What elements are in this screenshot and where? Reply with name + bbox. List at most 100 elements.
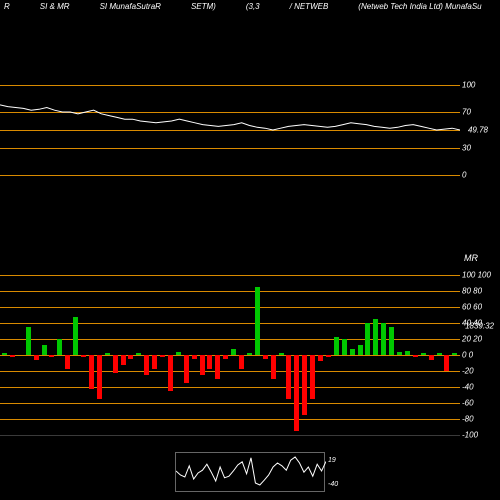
mr-bar xyxy=(389,327,394,355)
mr-bar xyxy=(350,349,355,355)
mr-bar xyxy=(437,353,442,355)
y-tick: 60 60 xyxy=(462,303,482,312)
mr-bar xyxy=(286,355,291,399)
gridline xyxy=(0,275,460,276)
mr-bar xyxy=(34,355,39,360)
mr-y-axis: 0 020 2040 4060 6080 80100 100-20-40-60-… xyxy=(460,275,500,435)
mr-bar xyxy=(405,351,410,355)
mr-bar xyxy=(334,337,339,355)
mr-bar xyxy=(168,355,173,391)
mini-line xyxy=(176,453,326,493)
mr-bar xyxy=(81,355,86,357)
gridline xyxy=(0,175,460,176)
mr-bar xyxy=(381,323,386,355)
mr-bar xyxy=(302,355,307,415)
header-item: SETM) xyxy=(191,2,216,13)
header-item: (3,3 xyxy=(246,2,260,13)
rsi-current-value: 49.78 xyxy=(468,126,488,135)
mr-bar xyxy=(10,355,15,357)
mr-bar xyxy=(247,353,252,355)
y-tick: -40 xyxy=(462,383,474,392)
mini-y-tick: 19 xyxy=(328,457,336,464)
mr-bar xyxy=(255,287,260,355)
mr-bar xyxy=(184,355,189,383)
rsi-panel xyxy=(0,85,460,175)
mr-bar xyxy=(413,355,418,357)
mr-bar xyxy=(294,355,299,431)
mr-bar xyxy=(310,355,315,399)
gridline xyxy=(0,291,460,292)
mr-bar xyxy=(49,355,54,357)
header-item: SI & MR xyxy=(40,2,70,13)
mr-bar xyxy=(373,319,378,355)
mr-bar xyxy=(65,355,70,369)
mr-bar xyxy=(429,355,434,360)
mr-bar xyxy=(97,355,102,399)
y-tick: 70 xyxy=(462,108,471,117)
mr-bar xyxy=(121,355,126,365)
chart-header: R SI & MR SI MunafaSutraR SETM) (3,3 / NETWEB… xyxy=(0,0,500,15)
mr-bar xyxy=(365,323,370,355)
mr-label: MR xyxy=(464,253,478,263)
mr-bar xyxy=(223,355,228,359)
mr-bar-panel xyxy=(0,275,460,435)
mr-bar xyxy=(263,355,268,359)
mr-bar xyxy=(444,355,449,371)
header-item: R xyxy=(4,2,10,13)
gridline xyxy=(0,435,460,436)
y-tick: 0 xyxy=(462,171,466,180)
overlay-label: 1839:32 xyxy=(465,322,494,331)
mr-bar xyxy=(42,345,47,355)
gridline xyxy=(0,387,460,388)
gridline xyxy=(0,403,460,404)
mr-bar xyxy=(73,317,78,355)
mr-bar xyxy=(215,355,220,379)
y-tick: 80 80 xyxy=(462,287,482,296)
mr-bar xyxy=(397,352,402,355)
mr-bar xyxy=(231,349,236,355)
y-tick: 0 0 xyxy=(462,351,473,360)
mr-bar xyxy=(271,355,276,379)
mr-bar xyxy=(358,345,363,355)
y-tick: 20 20 xyxy=(462,335,482,344)
header-item: (Netweb Tech India Ltd) MunafaSu xyxy=(358,2,481,13)
mr-bar xyxy=(239,355,244,369)
mr-bar xyxy=(326,355,331,357)
mini-chart-panel: 19-40 xyxy=(175,452,325,492)
mr-bar xyxy=(26,327,31,355)
mr-bar xyxy=(136,353,141,355)
y-tick: -20 xyxy=(462,367,474,376)
mr-bar xyxy=(144,355,149,375)
mr-bar xyxy=(207,355,212,369)
y-tick: 100 xyxy=(462,81,475,90)
mr-bar xyxy=(160,355,165,357)
mr-bar xyxy=(2,353,7,355)
header-item: / NETWEB xyxy=(290,2,329,13)
y-tick: -60 xyxy=(462,399,474,408)
mr-bar xyxy=(57,339,62,355)
gridline xyxy=(0,371,460,372)
mini-y-tick: -40 xyxy=(328,481,338,488)
rsi-line xyxy=(0,85,460,175)
mr-bar xyxy=(128,355,133,359)
header-item: SI MunafaSutraR xyxy=(100,2,161,13)
y-tick: -80 xyxy=(462,415,474,424)
mr-bar xyxy=(192,355,197,359)
mr-bar xyxy=(318,355,323,361)
y-tick: 100 100 xyxy=(462,271,491,280)
mr-bar xyxy=(200,355,205,375)
mr-bar xyxy=(152,355,157,369)
mr-bar xyxy=(452,353,457,355)
y-tick: -100 xyxy=(462,431,478,440)
gridline xyxy=(0,307,460,308)
mr-bar xyxy=(279,353,284,355)
mr-bar xyxy=(176,352,181,355)
gridline xyxy=(0,323,460,324)
mr-bar xyxy=(89,355,94,389)
mr-bar xyxy=(113,355,118,373)
mr-bar xyxy=(342,339,347,355)
gridline xyxy=(0,419,460,420)
mr-bar xyxy=(105,353,110,355)
mr-bar xyxy=(421,353,426,355)
y-tick: 30 xyxy=(462,144,471,153)
